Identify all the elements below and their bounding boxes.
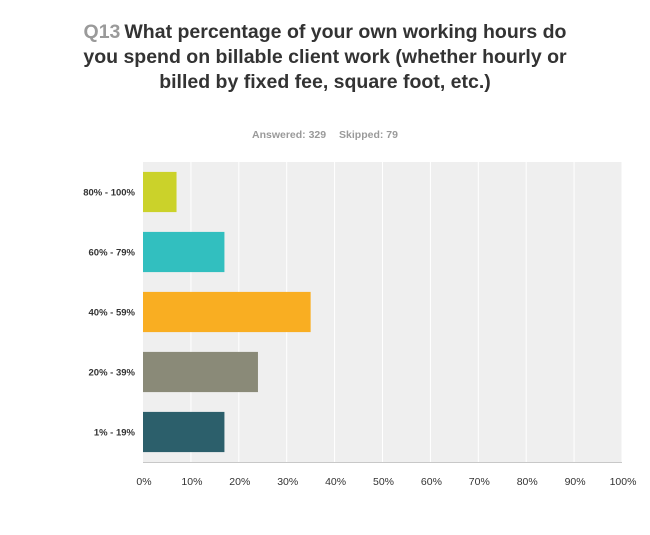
x-tick-label: 60%: [421, 476, 442, 488]
bar: [143, 351, 258, 393]
response-stats: Answered: 329 Skipped: 79: [0, 129, 650, 141]
x-tick-label: 80%: [517, 476, 538, 488]
question-text: What percentage of your own working hour…: [83, 21, 567, 93]
category-label: 20% - 39%: [89, 368, 136, 379]
category-label: 60% - 79%: [89, 248, 136, 259]
answered-count: Answered: 329: [252, 129, 327, 141]
chart-title: Q13 What percentage of your own working h…: [80, 20, 570, 95]
category-label: 40% - 59%: [89, 308, 136, 319]
x-tick-label: 70%: [469, 476, 490, 488]
bar: [143, 291, 311, 333]
bar: [143, 411, 225, 453]
x-tick-label: 10%: [181, 476, 202, 488]
question-number: Q13: [83, 21, 121, 43]
x-tick-label: 100%: [610, 476, 637, 488]
x-tick-label: 30%: [277, 476, 298, 488]
x-tick-label: 0%: [136, 476, 151, 488]
x-tick-label: 40%: [325, 476, 346, 488]
bar: [143, 171, 177, 213]
bar: [143, 231, 225, 273]
category-label: 1% - 19%: [94, 428, 136, 439]
x-tick-label: 50%: [373, 476, 394, 488]
x-tick-label: 90%: [565, 476, 586, 488]
category-label: 80% - 100%: [83, 188, 135, 199]
x-tick-label: 20%: [229, 476, 250, 488]
skipped-count: Skipped: 79: [339, 129, 398, 141]
